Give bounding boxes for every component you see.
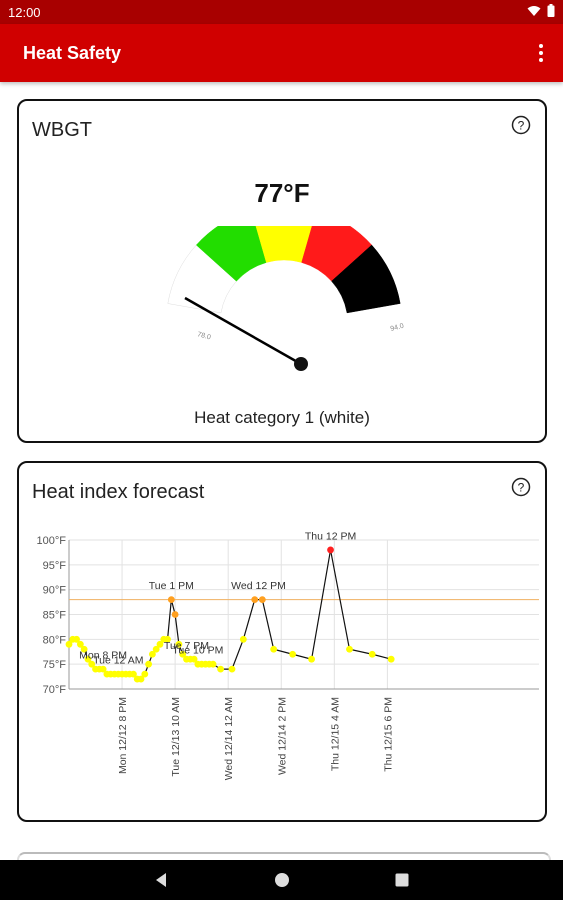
chart-xtick-label: Thu 12/15 4 AM bbox=[329, 697, 341, 771]
chart-point bbox=[80, 645, 88, 653]
chart-point bbox=[164, 635, 171, 643]
chart-point bbox=[88, 660, 96, 668]
chart-point bbox=[327, 546, 334, 554]
heat-index-chart: 70°F 75°F 80°F 85°F 90°F 95°F 100°F Mon 12/12 8… bbox=[37, 530, 539, 780]
chart-point bbox=[190, 655, 198, 663]
chart-annotation: Mon 8 PM bbox=[79, 650, 127, 662]
chart-annotation: Tue 10 PM bbox=[172, 645, 223, 657]
chart-point bbox=[228, 665, 236, 673]
gauge-needle bbox=[184, 296, 302, 366]
battery-icon bbox=[547, 4, 555, 17]
chart-annotation: Tue 12 AM bbox=[93, 655, 143, 667]
chart-ytick-label: 90°F bbox=[43, 585, 67, 597]
gauge-segment bbox=[331, 244, 401, 314]
gauge-pivot bbox=[294, 357, 308, 371]
heat-category-label: Heat category 1 (white) bbox=[194, 408, 370, 427]
chart-point bbox=[99, 665, 107, 673]
chart-xtick-label: Wed 12/14 12 AM bbox=[223, 697, 235, 780]
chart-point bbox=[179, 650, 187, 658]
chart-annotation: Wed 12 PM bbox=[231, 580, 286, 592]
chart-point bbox=[76, 640, 84, 648]
chart-point bbox=[217, 665, 225, 673]
chart-annotation: Thu 12 PM bbox=[305, 530, 356, 542]
gauge-max-label: 94.0 bbox=[390, 323, 405, 333]
app-bar: Heat Safety bbox=[0, 24, 563, 82]
navigation-bar bbox=[0, 860, 563, 900]
chart-point bbox=[289, 650, 297, 658]
status-time: 12:00 bbox=[8, 5, 41, 20]
wifi-icon bbox=[527, 5, 541, 16]
chart-ytick-label: 85°F bbox=[43, 610, 67, 622]
chart-point bbox=[148, 650, 156, 658]
chart-point bbox=[251, 596, 259, 603]
chart-xtick-label: Mon 12/12 8 PM bbox=[117, 697, 129, 774]
wbgt-value: 77°F bbox=[254, 178, 310, 208]
help-icon[interactable]: ? bbox=[511, 477, 531, 497]
chart-point bbox=[130, 670, 137, 678]
chart-ytick-label: 95°F bbox=[43, 560, 67, 572]
chart-xtick-label: Tue 12/13 10 AM bbox=[170, 697, 182, 777]
chart-point bbox=[152, 645, 160, 653]
recents-icon[interactable] bbox=[392, 870, 412, 890]
chart-ytick-label: 75°F bbox=[43, 659, 67, 671]
chart-xtick-label: Thu 12/15 6 PM bbox=[382, 697, 394, 772]
chart-ytick-label: 80°F bbox=[43, 634, 67, 646]
gauge-min-label: 78.0 bbox=[196, 331, 211, 341]
chart-point bbox=[270, 645, 278, 653]
next-card-edge bbox=[17, 852, 551, 862]
forecast-card: Heat index forecast ? 70°F 75°F 80°F 85°F 90… bbox=[17, 461, 547, 822]
svg-text:?: ? bbox=[518, 481, 525, 495]
chart-ytick-label: 100°F bbox=[37, 535, 67, 547]
chart-point bbox=[239, 635, 247, 643]
chart-point bbox=[175, 640, 183, 648]
chart-ytick-label: 70°F bbox=[43, 684, 67, 696]
app-title: Heat Safety bbox=[23, 43, 122, 63]
gauge-segment bbox=[195, 226, 267, 282]
wbgt-card: WBGT ? 77°F 78.0 94.0 Heat category 1 (wh… bbox=[17, 99, 547, 443]
chart-point bbox=[137, 675, 145, 683]
chart-point bbox=[346, 645, 353, 653]
chart-point bbox=[258, 596, 266, 603]
chart-point bbox=[171, 611, 179, 618]
chart-point bbox=[308, 655, 315, 663]
chart-point bbox=[167, 596, 175, 603]
chart-annotation: Tue 7 PM bbox=[164, 640, 209, 652]
status-bar: 12:00 bbox=[0, 0, 563, 24]
chart-point bbox=[84, 655, 92, 663]
gauge-segment bbox=[255, 226, 313, 263]
chart-point bbox=[65, 640, 73, 648]
chart-annotation: Tue 1 PM bbox=[149, 580, 194, 592]
wbgt-title: WBGT bbox=[32, 119, 92, 141]
chart-point bbox=[209, 660, 217, 668]
chart-point bbox=[145, 660, 152, 668]
chart-point bbox=[387, 655, 395, 663]
chart-point bbox=[73, 635, 80, 643]
back-icon[interactable] bbox=[151, 870, 171, 890]
chart-point bbox=[141, 670, 149, 678]
overflow-menu-icon[interactable] bbox=[533, 41, 549, 65]
chart-point bbox=[368, 650, 376, 658]
chart-xtick-label: Wed 12/14 2 PM bbox=[276, 697, 288, 775]
svg-text:?: ? bbox=[518, 119, 525, 133]
forecast-title: Heat index forecast bbox=[32, 481, 205, 503]
status-icons bbox=[527, 4, 555, 17]
chart-point bbox=[156, 640, 164, 648]
wbgt-gauge: 78.0 94.0 bbox=[167, 226, 405, 371]
home-icon[interactable] bbox=[272, 870, 292, 890]
help-icon[interactable]: ? bbox=[511, 115, 531, 135]
